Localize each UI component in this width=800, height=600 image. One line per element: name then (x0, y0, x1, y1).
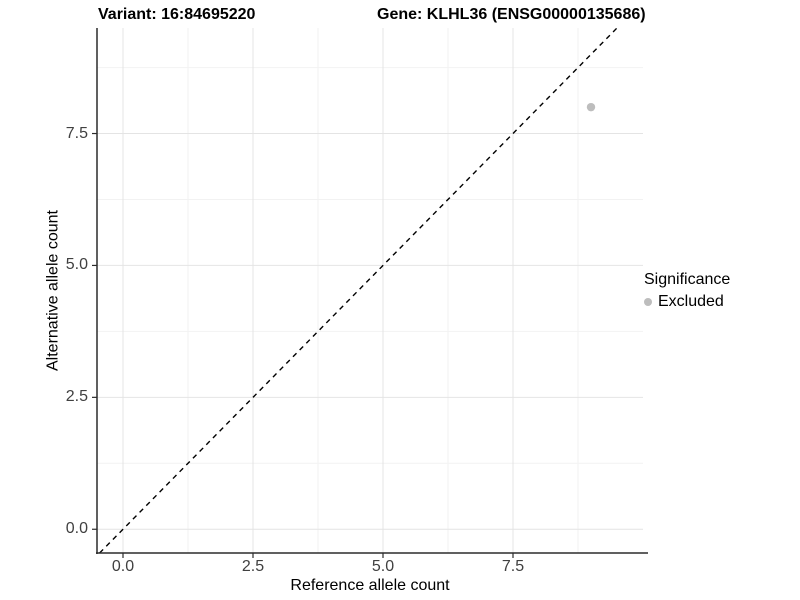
y-axis-title: Alternative allele count (44, 210, 62, 371)
data-point (586, 102, 596, 112)
x-axis-title: Reference allele count (290, 577, 450, 594)
variant-title: Variant: 16:84695220 (98, 6, 256, 23)
x-tick-label: 2.5 (241, 558, 265, 575)
legend-point-icon (644, 297, 652, 306)
legend-title: Significance (644, 271, 731, 288)
legend-item-label: Excluded (658, 293, 724, 310)
y-tick-label: 7.5 (65, 124, 88, 142)
legend-item-excluded: Excluded (644, 292, 730, 311)
identity-line (99, 28, 618, 553)
legend: Significance Excluded (644, 270, 730, 311)
y-tick-label: 5.0 (65, 256, 88, 274)
y-tick-label: 0.0 (65, 520, 88, 538)
x-tick-label: 5.0 (371, 558, 395, 575)
x-tick-label: 7.5 (501, 558, 525, 575)
x-tick-label: 0.0 (111, 558, 135, 575)
y-tick-label: 2.5 (65, 388, 88, 406)
gene-title: Gene: KLHL36 (ENSG00000135686) (377, 6, 646, 23)
